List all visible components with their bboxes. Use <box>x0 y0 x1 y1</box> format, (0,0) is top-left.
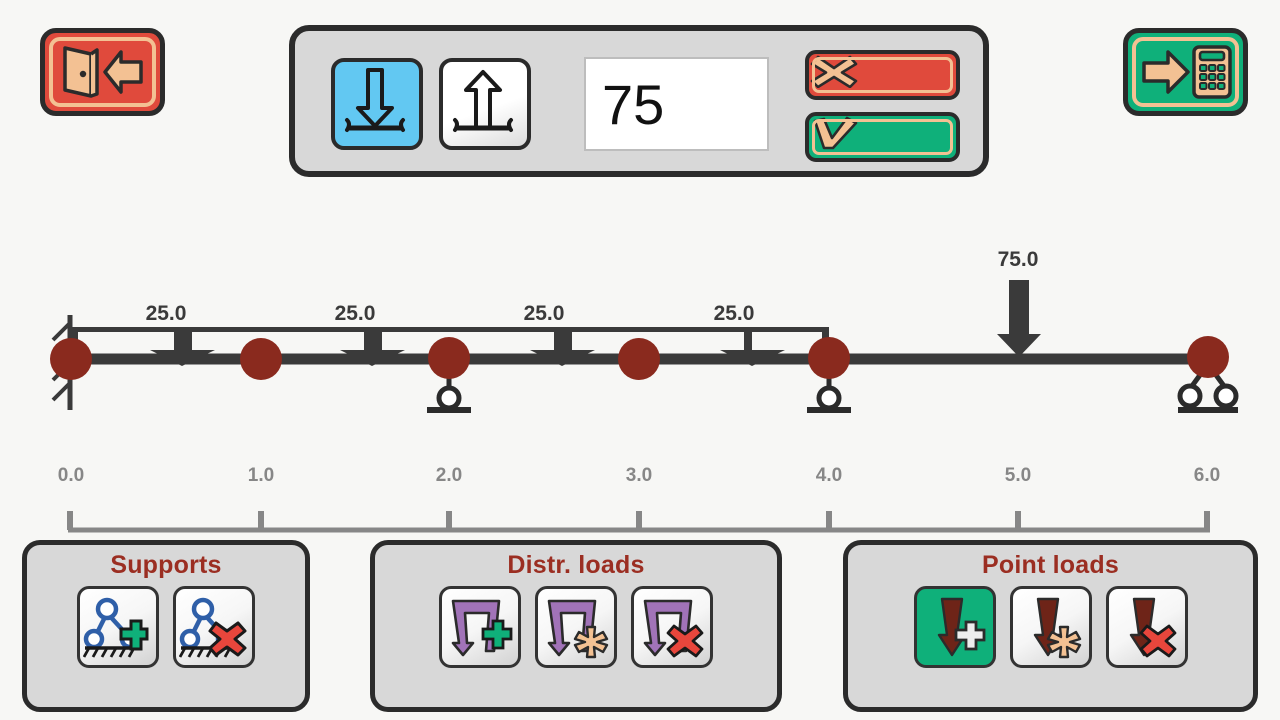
beam-node <box>808 337 850 379</box>
calculate-button[interactable] <box>1123 28 1248 116</box>
beam-diagram[interactable]: 25.0 25.0 25.0 25.0 75.0 <box>0 190 1280 540</box>
supports-palette: Supports <box>22 540 310 712</box>
supports-palette-title: Supports <box>110 551 222 579</box>
support-plus-icon <box>83 597 149 658</box>
right-arrow-calculator-icon <box>1141 45 1232 99</box>
axis-tick-label: 1.0 <box>247 465 275 486</box>
add-support-button[interactable] <box>77 586 159 668</box>
beam-node <box>1187 336 1229 378</box>
supports-palette-row <box>27 586 305 668</box>
point-loads-palette-title: Point loads <box>982 551 1119 579</box>
support-cross-icon <box>179 597 247 658</box>
distload-cross-icon <box>643 599 704 658</box>
distributed-loads-palette-row <box>375 586 777 668</box>
beam-node-markers <box>50 336 1229 380</box>
delete-point-load-button[interactable] <box>1105 586 1188 668</box>
point-load-label: 75.0 <box>997 248 1039 271</box>
axis-tick-label: 5.0 <box>1004 465 1032 486</box>
load-editor-toolbar: 75 <box>289 25 989 177</box>
distributed-loads-palette: Distr. loads <box>370 540 782 712</box>
load-magnitude-input[interactable]: 75 <box>584 57 769 151</box>
add-point-load-button[interactable] <box>913 586 996 668</box>
load-direction-down-button[interactable] <box>331 58 423 150</box>
axis-tick-label: 6.0 <box>1193 465 1221 486</box>
add-distributed-load-button[interactable] <box>439 586 521 668</box>
delete-support-button[interactable] <box>173 586 255 668</box>
distload-asterisk-icon <box>547 599 609 659</box>
distributed-load-label: 25.0 <box>523 302 565 325</box>
axis-tick-label: 3.0 <box>625 465 653 486</box>
exit-button[interactable] <box>40 28 165 116</box>
delete-distributed-load-button[interactable] <box>631 586 713 668</box>
cancel-button[interactable] <box>805 50 960 100</box>
beam-diagram-svg <box>50 280 1239 413</box>
point-loads-palette-row <box>848 586 1253 668</box>
pointload-asterisk-icon <box>1033 597 1081 659</box>
axis-tick-label: 2.0 <box>435 465 463 486</box>
point-load-arrow[interactable] <box>997 280 1041 357</box>
beam-node <box>50 338 92 380</box>
accept-button[interactable] <box>805 112 960 162</box>
exit-button-frame <box>49 37 156 107</box>
edit-point-load-button[interactable] <box>1009 586 1092 668</box>
beam-node <box>240 338 282 380</box>
axis-tick-label: 0.0 <box>57 465 85 486</box>
axis-ruler-graphic <box>67 511 1210 533</box>
pointload-cross-icon <box>1129 597 1176 658</box>
load-direction-up-button[interactable] <box>439 58 531 150</box>
accept-button-frame <box>812 119 953 155</box>
distributed-loads-palette-title: Distr. loads <box>507 551 645 579</box>
distributed-load-label: 25.0 <box>334 302 376 325</box>
arrow-down-onto-beam-icon <box>345 68 405 132</box>
arrow-up-from-beam-icon <box>453 70 513 132</box>
distributed-load-label: 25.0 <box>713 302 755 325</box>
pointload-plus-icon <box>937 597 985 657</box>
door-exit-left-arrow-icon <box>62 46 143 98</box>
position-axis: 0.0 1.0 2.0 3.0 4.0 5.0 6.0 <box>0 465 1280 535</box>
beam-node <box>618 338 660 380</box>
point-loads-palette: Point loads <box>843 540 1258 712</box>
distributed-load-label: 25.0 <box>145 302 187 325</box>
cancel-button-frame <box>812 57 953 93</box>
calculate-button-frame <box>1132 37 1239 107</box>
axis-tick-label: 4.0 <box>815 465 843 486</box>
beam-node <box>428 337 470 379</box>
distload-plus-icon <box>451 599 513 657</box>
edit-distributed-load-button[interactable] <box>535 586 617 668</box>
